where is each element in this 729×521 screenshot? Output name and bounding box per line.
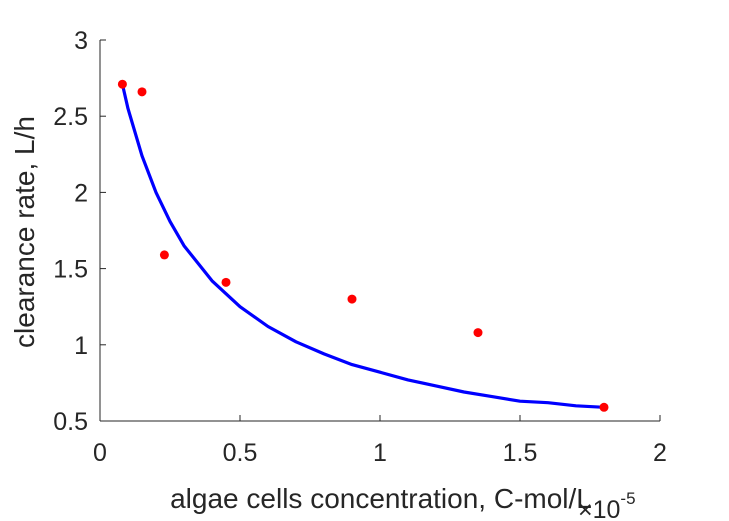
fit-curve-line <box>120 82 606 409</box>
y-tick-label: 1 <box>74 332 88 360</box>
y-tick-label: 2 <box>74 179 88 207</box>
x-tick-label: 2 <box>653 439 667 467</box>
data-point <box>347 294 357 304</box>
x-axis-label: algae cells concentration, C-mol/L <box>170 483 592 514</box>
data-point <box>599 402 609 412</box>
data-point <box>221 277 231 287</box>
y-tick-label: 3 <box>74 27 88 55</box>
data-point <box>159 250 169 260</box>
x-tick-label: 0.5 <box>223 439 258 467</box>
y-tick-label: 0.5 <box>53 408 88 436</box>
x-tick-label: 0 <box>93 439 107 467</box>
y-tick-label: 2.5 <box>53 103 88 131</box>
x-axis-exponent-base: ×10 <box>578 496 620 521</box>
x-tick-label: 1.5 <box>503 439 538 467</box>
data-point <box>117 79 127 89</box>
fit-curve-layer <box>120 82 606 409</box>
data-point <box>473 328 483 338</box>
y-tick-label: 1.5 <box>53 256 88 284</box>
axes <box>99 40 660 422</box>
x-axis-exponent-power: -5 <box>620 489 635 508</box>
x-axis-exponent: ×10-5 <box>578 489 636 521</box>
y-axis-label: clearance rate, L/h <box>9 116 40 348</box>
data-points-layer <box>117 79 609 412</box>
x-ticks: 0 0.5 1 1.5 2 <box>93 415 667 467</box>
x-tick-label: 1 <box>373 439 387 467</box>
y-ticks: 0.5 1 1.5 2 2.5 3 <box>53 27 106 436</box>
data-point <box>137 87 147 97</box>
